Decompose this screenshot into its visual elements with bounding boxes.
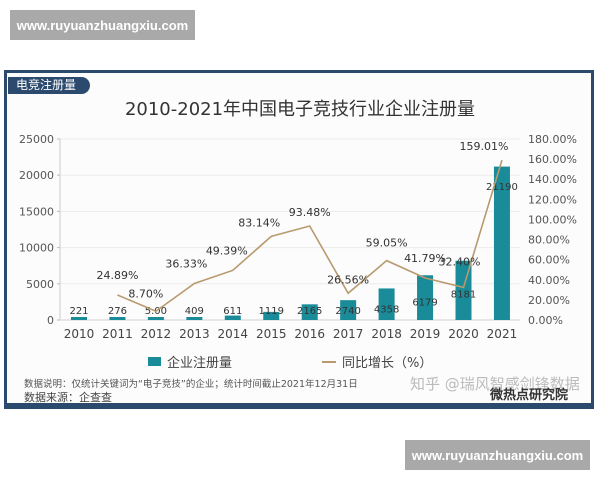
growth-value-label: 159.01% [459, 140, 508, 153]
right-axis-tick: 60.00% [528, 254, 570, 267]
growth-value-label: 32.40% [439, 255, 481, 268]
right-axis-tick: 0.00% [528, 314, 563, 327]
chart-title: 2010-2021年中国电子竞技行业企业注册量 [124, 99, 476, 120]
growth-value-label: 8.70% [128, 287, 163, 300]
right-axis-tick: 40.00% [528, 274, 570, 287]
legend-item-bar: 企业注册量 [148, 352, 232, 371]
frame-bottom-border [4, 403, 594, 407]
growth-value-label: 93.48% [289, 206, 331, 219]
bar [301, 304, 318, 320]
left-axis-tick: 10000 [19, 242, 54, 255]
bar-value-label: 8181 [451, 289, 476, 300]
bar [186, 317, 203, 320]
right-axis-tick: 80.00% [528, 234, 570, 247]
bar [109, 317, 126, 320]
chart-tag: 电竞注册量 [8, 77, 90, 94]
bar [417, 275, 434, 320]
left-axis-tick: 25000 [19, 133, 54, 146]
left-axis-tick: 20000 [19, 169, 54, 182]
legend-bar-swatch-icon [148, 357, 161, 366]
left-axis-tick: 15000 [19, 205, 54, 218]
x-axis-tick: 2018 [371, 327, 402, 341]
bar [378, 288, 395, 320]
growth-value-label: 26.56% [327, 273, 369, 286]
bar [224, 315, 241, 320]
overlay-watermark: 知乎 @瑞风智感剑锋数据 [410, 375, 580, 393]
bar [493, 166, 510, 320]
growth-value-label: 36.33% [165, 257, 207, 270]
left-axis-tick: 5000 [26, 278, 54, 291]
right-axis-tick: 140.00% [528, 173, 577, 186]
growth-value-label: 41.79% [404, 252, 446, 265]
right-axis-tick: 100.00% [528, 213, 577, 226]
x-axis-tick: 2012 [141, 327, 172, 341]
left-axis-tick: 0 [47, 314, 54, 327]
x-axis-tick: 2017 [333, 327, 364, 341]
right-axis-tick: 20.00% [528, 294, 570, 307]
bar-value-label: 2165 [297, 306, 322, 317]
bar-value-label: 1119 [259, 306, 284, 317]
right-axis-tick: 160.00% [528, 153, 577, 166]
x-axis-tick: 2011 [102, 327, 133, 341]
right-axis-tick: 180.00% [528, 133, 577, 146]
growth-value-label: 59.05% [366, 237, 408, 250]
x-axis-tick: 2010 [64, 327, 95, 341]
bar [71, 317, 87, 320]
growth-value-label: 83.14% [238, 216, 280, 229]
bar [147, 317, 164, 320]
bar-value-label: 409 [185, 306, 204, 317]
bar-value-label: 2740 [335, 306, 360, 317]
legend-bar-label: 企业注册量 [167, 356, 233, 371]
legend-line-swatch-icon [322, 360, 336, 363]
bar [263, 311, 280, 320]
bar-value-label: 4358 [374, 305, 399, 316]
bar-value-label: 221 [69, 306, 88, 317]
legend-line-label: 同比增长（%） [342, 356, 433, 371]
bar [340, 300, 357, 320]
x-axis-tick: 2019 [410, 327, 441, 341]
data-source: 数据来源：企查查 [24, 391, 112, 404]
bar-value-label: 276 [108, 306, 127, 317]
x-axis-tick: 2016 [294, 327, 325, 341]
right-axis-tick: 120.00% [528, 193, 577, 206]
bar-value-label: 21190 [486, 182, 518, 193]
x-axis-tick: 2020 [448, 327, 479, 341]
overlay-watermark-2: 微热点研究院 [490, 388, 569, 403]
growth-value-label: 49.39% [206, 244, 248, 257]
data-note: 数据说明：仅统计关键词为“电子竞技”的企业；统计时间截止2021年12月31日 [24, 379, 358, 390]
watermark-top: www.ruyuanzhuangxiu.com [10, 10, 195, 40]
watermark-bottom: www.ruyuanzhuangxiu.com [405, 440, 590, 470]
legend-item-line: 同比增长（%） [322, 352, 432, 371]
x-axis-tick: 2021 [487, 327, 518, 341]
bar-value-label: 611 [223, 306, 242, 317]
growth-line [117, 159, 503, 313]
x-axis-tick: 2014 [218, 327, 249, 341]
x-axis-tick: 2015 [256, 327, 287, 341]
growth-value-label: 24.89% [96, 269, 138, 282]
bar-value-label: 6179 [412, 297, 437, 308]
x-axis-tick: 2013 [179, 327, 210, 341]
